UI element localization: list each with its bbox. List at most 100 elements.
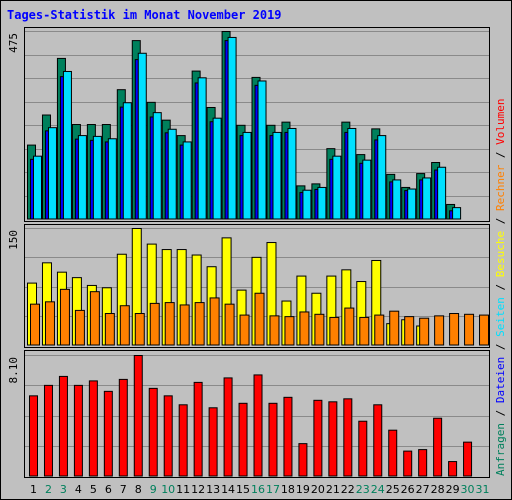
bar-seiten-day-15	[242, 131, 252, 220]
bar-volumen-day-24	[373, 404, 383, 477]
bar-volumen-day-16	[253, 374, 263, 477]
bar-seiten-day-3	[62, 70, 72, 220]
legend-item-besuche: Besuche	[494, 231, 507, 277]
x-tick-label-9: 9	[150, 483, 157, 496]
bar-seiten-day-14	[227, 36, 237, 220]
bar-seiten-day-6	[107, 138, 117, 220]
x-tick-label-13: 13	[206, 483, 220, 496]
legend-item-rechner: Rechner	[494, 164, 507, 211]
x-tick-label-4: 4	[75, 483, 82, 496]
x-tick-label-14: 14	[221, 483, 235, 496]
legend-separator: /	[494, 211, 507, 231]
bar-volumen-day-7	[118, 378, 128, 477]
legend-separator: /	[494, 145, 507, 165]
panel-max-label-2: 150	[7, 230, 20, 250]
bar-volumen-day-22	[343, 398, 353, 477]
bar-seiten-day-19	[302, 189, 312, 220]
bar-volumen-day-17	[268, 402, 278, 477]
x-tick-label-7: 7	[120, 483, 127, 496]
bar-rechner-day-16	[254, 292, 265, 346]
bar-volumen-day-21	[328, 401, 338, 477]
x-tick-label-27: 27	[416, 483, 430, 496]
bar-seiten-day-7	[122, 102, 132, 220]
bar-seiten-day-25	[392, 179, 402, 220]
bar-seiten-day-12	[197, 77, 207, 220]
bar-rechner-day-30	[464, 313, 475, 346]
panel-max-label-1: 475	[7, 33, 20, 53]
bar-volumen-day-12	[193, 381, 203, 477]
bar-seiten-day-8	[137, 52, 147, 220]
bar-seiten-day-11	[182, 141, 192, 220]
x-tick-label-5: 5	[90, 483, 97, 496]
bar-volumen-day-27	[418, 449, 428, 477]
legend-separator: /	[494, 403, 507, 423]
x-tick-label-3: 3	[60, 483, 67, 496]
bar-rechner-day-21	[329, 316, 340, 346]
bar-seiten-day-27	[422, 177, 432, 220]
bar-seiten-day-5	[92, 135, 102, 220]
bar-volumen-day-14	[223, 377, 233, 477]
x-tick-label-2: 2	[45, 483, 52, 496]
bar-rechner-day-20	[314, 313, 325, 346]
bar-volumen-day-23	[358, 420, 368, 477]
bar-volumen-day-30	[463, 441, 473, 477]
bar-seiten-day-17	[272, 131, 282, 220]
x-tick-label-12: 12	[191, 483, 205, 496]
x-tick-label-15: 15	[236, 483, 250, 496]
x-tick-label-6: 6	[105, 483, 112, 496]
bar-volumen-day-6	[103, 390, 113, 477]
bar-seiten-day-26	[407, 188, 417, 220]
bar-volumen-day-19	[298, 443, 308, 477]
x-tick-label-1: 1	[30, 483, 37, 496]
bar-rechner-day-6	[104, 313, 115, 346]
bar-rechner-day-31	[479, 314, 490, 346]
x-tick-label-26: 26	[401, 483, 415, 496]
panel-max-label-3: 8.10	[7, 357, 20, 384]
bar-seiten-day-28	[437, 166, 447, 220]
bar-rechner-day-10	[164, 302, 175, 346]
bar-rechner-day-5	[89, 291, 100, 346]
x-tick-label-19: 19	[296, 483, 310, 496]
x-tick-label-11: 11	[176, 483, 190, 496]
x-tick-label-17: 17	[266, 483, 280, 496]
bar-rechner-day-15	[239, 314, 250, 346]
bar-seiten-day-16	[257, 80, 267, 220]
bar-volumen-day-20	[313, 399, 323, 477]
x-tick-label-22: 22	[341, 483, 355, 496]
bar-rechner-day-4	[74, 309, 85, 346]
bar-rechner-day-18	[284, 316, 295, 346]
legend-separator: /	[494, 277, 507, 297]
bar-seiten-day-9	[152, 112, 162, 220]
bar-volumen-day-3	[58, 375, 68, 477]
bar-seiten-day-4	[77, 135, 87, 220]
bar-volumen-day-8	[133, 355, 143, 477]
bar-rechner-day-7	[119, 305, 130, 346]
bar-rechner-day-1	[30, 303, 40, 346]
bar-rechner-day-22	[344, 307, 355, 346]
bar-volumen-day-5	[88, 380, 98, 477]
bar-rechner-day-3	[59, 288, 70, 346]
x-tick-label-31: 31	[476, 483, 490, 496]
bar-volumen-day-18	[283, 396, 293, 477]
bar-rechner-day-27	[419, 317, 430, 346]
bar-rechner-day-28	[434, 315, 445, 346]
bar-volumen-day-29	[448, 461, 458, 477]
bar-seiten-day-13	[212, 117, 222, 220]
x-tick-label-29: 29	[446, 483, 460, 496]
bar-volumen-day-4	[73, 384, 83, 477]
bar-volumen-day-15	[238, 402, 248, 477]
bar-rechner-day-9	[149, 302, 160, 346]
bar-rechner-day-12	[194, 302, 205, 346]
bar-seiten-day-29	[452, 207, 462, 220]
bar-seiten-day-23	[362, 159, 372, 220]
chart-title: Tages-Statistik im Monat November 2019	[7, 8, 282, 22]
bar-seiten-day-1	[33, 155, 42, 220]
bar-volumen-day-25	[388, 429, 398, 477]
x-tick-label-25: 25	[386, 483, 400, 496]
bar-seiten-day-22	[347, 127, 357, 220]
bar-rechner-day-29	[449, 313, 460, 346]
bar-seiten-day-21	[332, 155, 342, 220]
bar-seiten-day-18	[287, 127, 297, 220]
